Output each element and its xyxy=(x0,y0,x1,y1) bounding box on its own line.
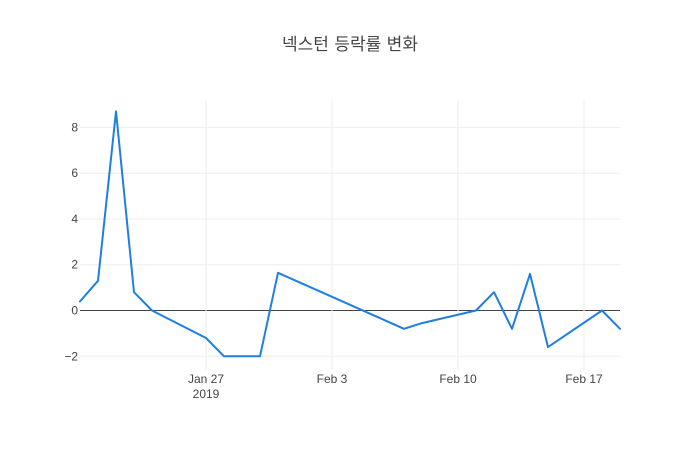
data-point[interactable] xyxy=(149,308,155,314)
data-point[interactable] xyxy=(491,289,497,295)
data-point[interactable] xyxy=(275,270,281,276)
chart-title: 넥스턴 등락률 변화 xyxy=(282,35,418,55)
data-point[interactable] xyxy=(617,326,623,332)
y-tick-label: 6 xyxy=(71,166,78,180)
y-tick-label: 4 xyxy=(71,212,78,226)
y-tick-label: 8 xyxy=(71,120,78,134)
series-layer xyxy=(77,108,623,359)
series-line xyxy=(79,110,621,358)
y-tick-label: 2 xyxy=(71,258,78,272)
data-point[interactable] xyxy=(365,310,371,316)
x-tick-label: Feb 17 xyxy=(565,372,603,386)
data-point[interactable] xyxy=(419,320,425,326)
data-point[interactable] xyxy=(473,308,479,314)
data-point[interactable] xyxy=(257,353,263,359)
data-point[interactable] xyxy=(293,278,299,284)
data-point[interactable] xyxy=(527,271,533,277)
x-tick-label: Feb 10 xyxy=(439,372,477,386)
data-point[interactable] xyxy=(509,326,515,332)
data-point[interactable] xyxy=(329,294,335,300)
data-point[interactable] xyxy=(221,353,227,359)
x-tick-label: Jan 27 xyxy=(188,372,224,386)
data-point[interactable] xyxy=(203,335,209,341)
data-point[interactable] xyxy=(77,298,83,304)
data-point[interactable] xyxy=(95,278,101,284)
x-tick-label: Feb 3 xyxy=(317,372,348,386)
x-tick-year-label: 2019 xyxy=(193,387,220,401)
data-point[interactable] xyxy=(401,326,407,332)
data-point[interactable] xyxy=(311,286,317,292)
data-point[interactable] xyxy=(383,318,389,324)
data-point[interactable] xyxy=(599,308,605,314)
y-tick-label: 0 xyxy=(71,304,78,318)
data-point[interactable] xyxy=(113,108,119,114)
y-tick-label: −2 xyxy=(64,349,78,363)
data-point[interactable] xyxy=(545,344,551,350)
data-point[interactable] xyxy=(239,353,245,359)
grid-layer xyxy=(80,100,620,370)
data-point[interactable] xyxy=(131,289,137,295)
data-point[interactable] xyxy=(347,302,353,308)
